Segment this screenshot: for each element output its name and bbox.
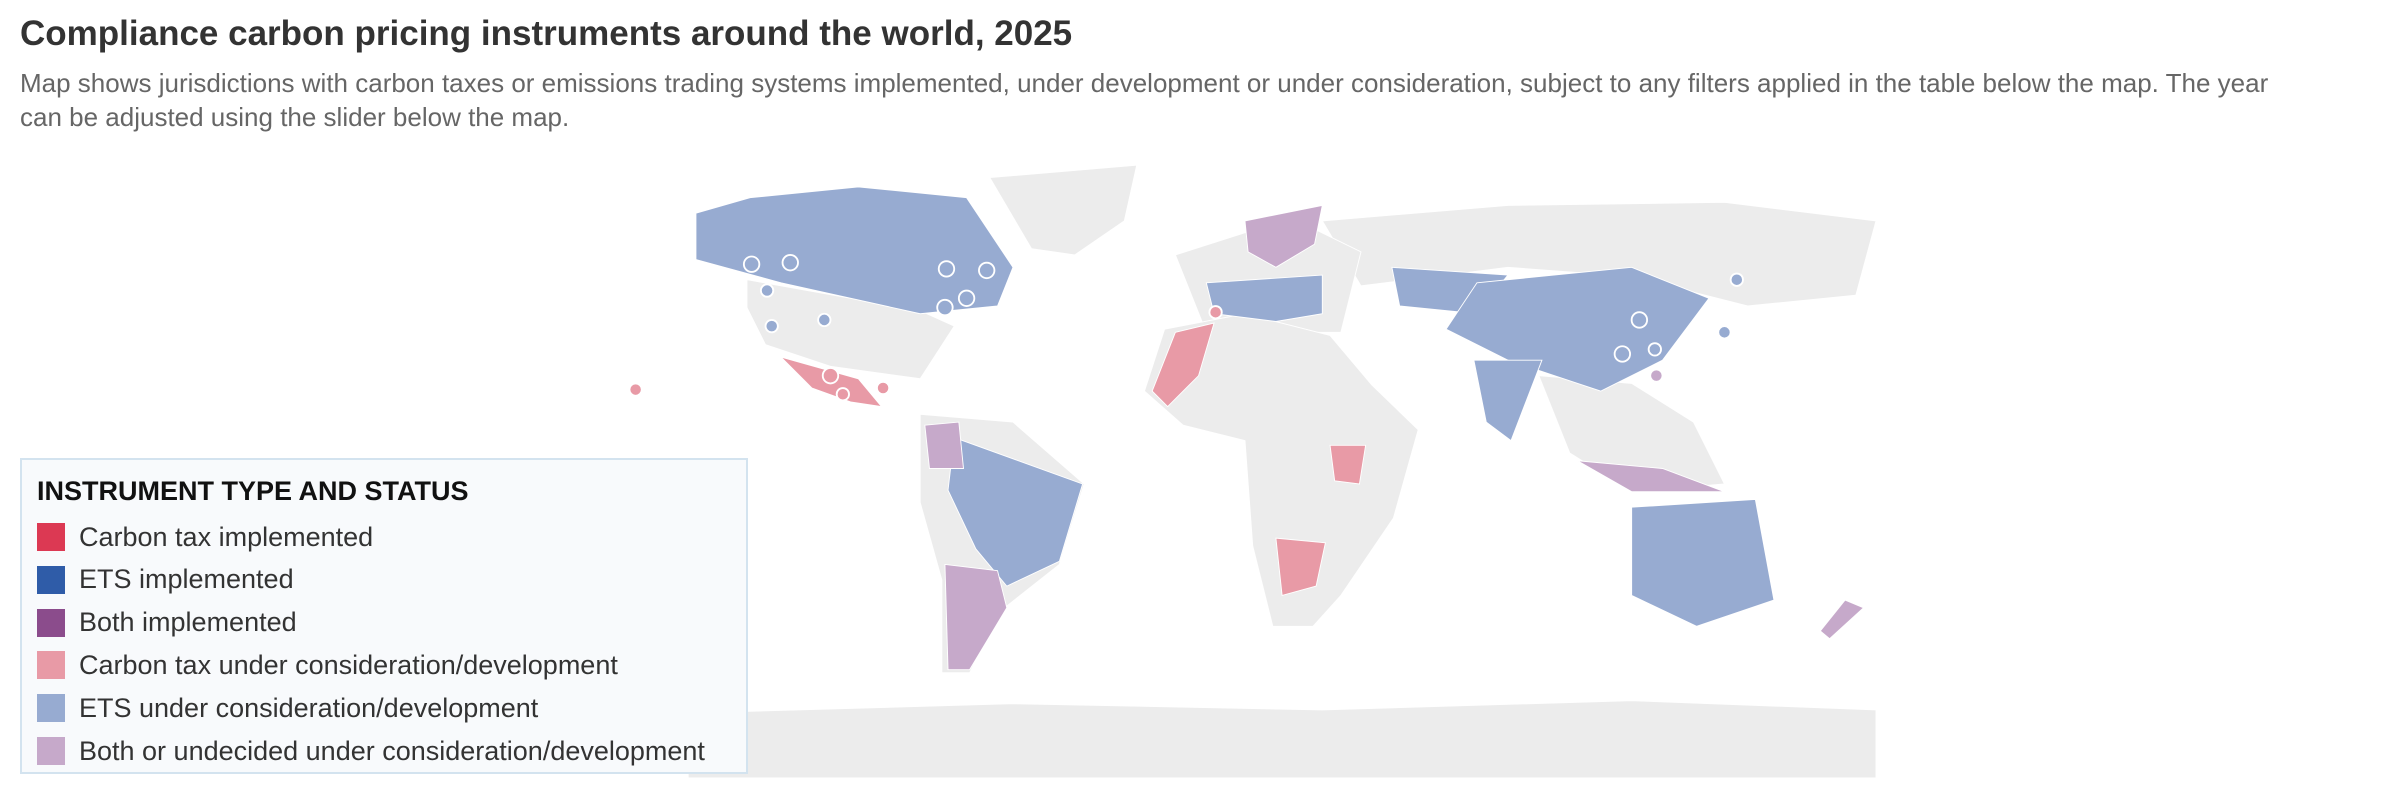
jurisdiction-dot	[1208, 305, 1223, 320]
legend-item: Carbon tax under consideration/developme…	[37, 648, 618, 682]
legend-swatch	[37, 565, 65, 594]
legend-item: Both or undecided under consideration/de…	[37, 734, 705, 768]
legend-label: Carbon tax under consideration/developme…	[79, 649, 618, 680]
greenland	[989, 164, 1138, 256]
jurisdiction-dot	[1647, 342, 1662, 357]
jurisdiction-dot	[759, 283, 775, 298]
legend-label: Carbon tax implemented	[79, 521, 374, 552]
title: Compliance carbon pricing instruments ar…	[20, 14, 1073, 53]
scandinavia	[1244, 204, 1323, 268]
jurisdiction-dot	[957, 289, 976, 307]
world-map	[628, 164, 1876, 778]
legend-item: ETS under consideration/development	[37, 691, 538, 725]
legend-item: Carbon tax implemented	[37, 520, 373, 554]
legend-item: Both implemented	[37, 606, 297, 640]
kenya	[1329, 444, 1367, 485]
legend-item: ETS implemented	[37, 563, 294, 597]
jurisdiction-dot	[1717, 325, 1732, 340]
legend-label: ETS under consideration/development	[79, 692, 539, 723]
jurisdiction-dot	[937, 260, 956, 278]
jurisdiction-dot	[821, 366, 840, 385]
legend-label: Both or undecided under consideration/de…	[79, 735, 705, 766]
western-europe	[1205, 274, 1323, 322]
jurisdiction-dot	[1630, 311, 1649, 329]
legend: INSTRUMENT TYPE AND STATUS Carbon tax im…	[20, 458, 748, 774]
legend-label: ETS implemented	[79, 564, 294, 595]
jurisdiction-dot	[1613, 345, 1632, 363]
legend-label: Both implemented	[79, 607, 297, 638]
jurisdiction-dot	[742, 255, 761, 273]
jurisdiction-dot	[875, 380, 891, 396]
australia	[1631, 498, 1775, 627]
subtitle: Map shows jurisdictions with carbon taxe…	[20, 68, 2269, 132]
new-zealand	[1819, 599, 1865, 640]
africa	[1143, 313, 1419, 627]
jurisdiction-dot	[1649, 368, 1664, 383]
southeast-asia	[1577, 460, 1725, 493]
legend-title: INSTRUMENT TYPE AND STATUS	[37, 476, 469, 506]
antarctica	[687, 700, 1876, 778]
jurisdiction-dot	[835, 387, 850, 402]
legend-swatch	[37, 694, 65, 723]
canada	[695, 186, 1014, 315]
jurisdiction-dot	[1729, 272, 1744, 287]
jurisdiction-dot	[817, 312, 832, 328]
jurisdiction-dot	[764, 319, 779, 334]
argentina-chile	[944, 563, 1008, 671]
jurisdiction-dot	[936, 298, 954, 317]
morocco	[1151, 322, 1215, 408]
jurisdiction-dot	[628, 382, 643, 397]
south-africa	[1275, 537, 1326, 596]
jurisdiction-dot	[978, 261, 996, 280]
legend-swatch	[37, 608, 65, 637]
jurisdiction-dot	[781, 254, 799, 272]
legend-swatch	[37, 651, 65, 680]
colombia	[924, 421, 965, 469]
brazil	[947, 436, 1084, 587]
legend-swatch	[37, 523, 65, 551]
legend-swatch	[37, 737, 65, 765]
india	[1473, 359, 1543, 442]
